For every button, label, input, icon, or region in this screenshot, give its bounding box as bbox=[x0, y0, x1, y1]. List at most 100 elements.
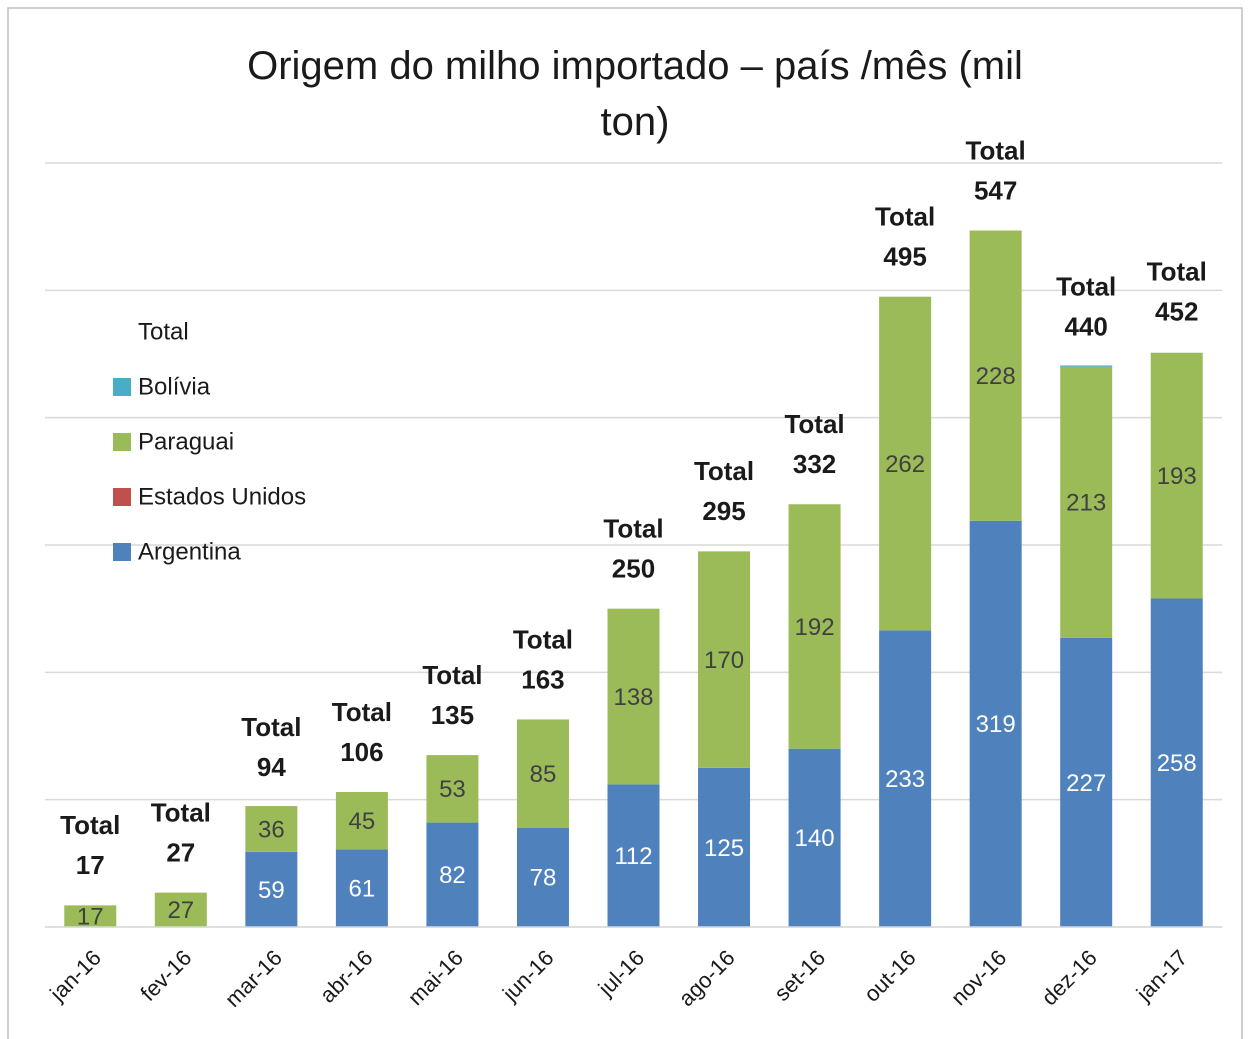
data-label: 193 bbox=[1157, 463, 1197, 490]
data-label: 112 bbox=[614, 843, 652, 870]
total-label-value: 106 bbox=[340, 737, 383, 767]
total-label-name: Total bbox=[332, 697, 392, 727]
total-label-value: 27 bbox=[166, 837, 195, 867]
total-label-name: Total bbox=[875, 202, 935, 232]
total-label-name: Total bbox=[241, 712, 301, 742]
x-tick-label: mar-16 bbox=[220, 945, 287, 1012]
data-label: 227 bbox=[1066, 770, 1106, 797]
data-label: 17 bbox=[77, 904, 104, 931]
total-label-value: 452 bbox=[1155, 296, 1198, 326]
data-label: 36 bbox=[258, 816, 285, 843]
x-tick-label: jan-17 bbox=[1131, 945, 1193, 1007]
bar-segment bbox=[969, 520, 1022, 927]
data-label: 85 bbox=[530, 761, 557, 788]
total-label-value: 495 bbox=[883, 242, 926, 272]
total-label-name: Total bbox=[151, 797, 211, 827]
total-label-value: 94 bbox=[257, 752, 286, 782]
data-label: 59 bbox=[258, 877, 285, 904]
total-label-value: 332 bbox=[793, 449, 836, 479]
total-label-name: Total bbox=[603, 514, 663, 544]
data-label: 45 bbox=[349, 808, 376, 835]
bar-segment bbox=[1150, 352, 1203, 599]
x-tick-label: jun-16 bbox=[497, 945, 559, 1007]
data-label: 140 bbox=[795, 825, 835, 852]
total-label-value: 135 bbox=[431, 700, 474, 730]
bar-segment bbox=[245, 806, 298, 852]
x-tick-label: out-16 bbox=[859, 945, 921, 1007]
x-tick-label: abr-16 bbox=[315, 945, 378, 1008]
bar-segment bbox=[335, 792, 388, 850]
data-label: 78 bbox=[530, 865, 557, 892]
legend-label: Bolívia bbox=[138, 373, 211, 400]
x-tick-label: nov-16 bbox=[946, 945, 1011, 1010]
bar-segment bbox=[879, 630, 932, 927]
bar-segment bbox=[516, 827, 569, 927]
bar-segment bbox=[516, 719, 569, 828]
legend-swatch bbox=[113, 378, 131, 396]
chart-border bbox=[7, 7, 1243, 1039]
x-tick-label: jan-16 bbox=[44, 945, 106, 1007]
total-label-value: 250 bbox=[612, 554, 655, 584]
legend-label: Estados Unidos bbox=[138, 483, 306, 510]
x-tick-label: mai-16 bbox=[403, 945, 468, 1010]
bar-segment bbox=[335, 849, 388, 927]
data-label: 61 bbox=[349, 876, 376, 903]
total-label-name: Total bbox=[422, 660, 482, 690]
total-label-value: 295 bbox=[702, 496, 745, 526]
bar-segment bbox=[426, 822, 479, 927]
data-label: 228 bbox=[976, 363, 1016, 390]
total-label-value: 17 bbox=[76, 850, 105, 880]
total-label-name: Total bbox=[1056, 272, 1116, 302]
data-label: 262 bbox=[885, 451, 925, 478]
legend-label: Paraguai bbox=[138, 428, 234, 455]
bar-segment bbox=[607, 608, 660, 785]
data-label: 125 bbox=[704, 835, 744, 862]
legend-label: Total bbox=[138, 318, 189, 345]
data-label: 170 bbox=[704, 647, 744, 674]
total-label-value: 547 bbox=[974, 175, 1017, 205]
x-tick-label: fev-16 bbox=[136, 945, 197, 1006]
data-label: 233 bbox=[885, 766, 925, 793]
bar-segment bbox=[1060, 637, 1113, 927]
total-label-value: 440 bbox=[1064, 312, 1107, 342]
total-label-value: 163 bbox=[521, 664, 564, 694]
bar-segment bbox=[788, 504, 841, 749]
bar-segment bbox=[879, 296, 932, 631]
data-label: 53 bbox=[439, 776, 466, 803]
data-label: 192 bbox=[795, 614, 835, 641]
x-tick-label: jul-16 bbox=[593, 945, 649, 1001]
bar-segment bbox=[1150, 598, 1203, 927]
legend-swatch bbox=[113, 543, 131, 561]
chart-title: Origem do milho importado – país /mês (m… bbox=[247, 44, 1023, 144]
legend-label: Argentina bbox=[138, 538, 241, 565]
data-label: 258 bbox=[1157, 750, 1197, 777]
bar-segment bbox=[698, 767, 751, 927]
bar-segment bbox=[426, 755, 479, 823]
x-tick-label: ago-16 bbox=[674, 945, 740, 1011]
bar-segment bbox=[698, 551, 751, 768]
total-label-name: Total bbox=[60, 810, 120, 840]
bar-segment bbox=[1060, 366, 1113, 638]
data-label: 27 bbox=[167, 897, 194, 924]
x-tick-label: dez-16 bbox=[1037, 945, 1102, 1010]
bar-segment bbox=[245, 851, 298, 927]
total-label-name: Total bbox=[1147, 256, 1207, 286]
bar-segment bbox=[64, 905, 117, 927]
bar-segment bbox=[154, 892, 207, 927]
data-label: 82 bbox=[439, 862, 466, 889]
bar-segment bbox=[788, 748, 841, 927]
bar-segment bbox=[1060, 365, 1113, 367]
total-label-name: Total bbox=[694, 456, 754, 486]
x-tick-label: set-16 bbox=[769, 945, 830, 1006]
total-label-name: Total bbox=[966, 135, 1026, 165]
data-label: 213 bbox=[1066, 490, 1106, 517]
bar-segment bbox=[969, 230, 1022, 521]
legend-swatch bbox=[113, 488, 131, 506]
total-label-name: Total bbox=[784, 409, 844, 439]
bar-segment bbox=[607, 784, 660, 927]
data-label: 319 bbox=[976, 711, 1016, 738]
legend-swatch bbox=[113, 433, 131, 451]
total-label-name: Total bbox=[513, 624, 573, 654]
